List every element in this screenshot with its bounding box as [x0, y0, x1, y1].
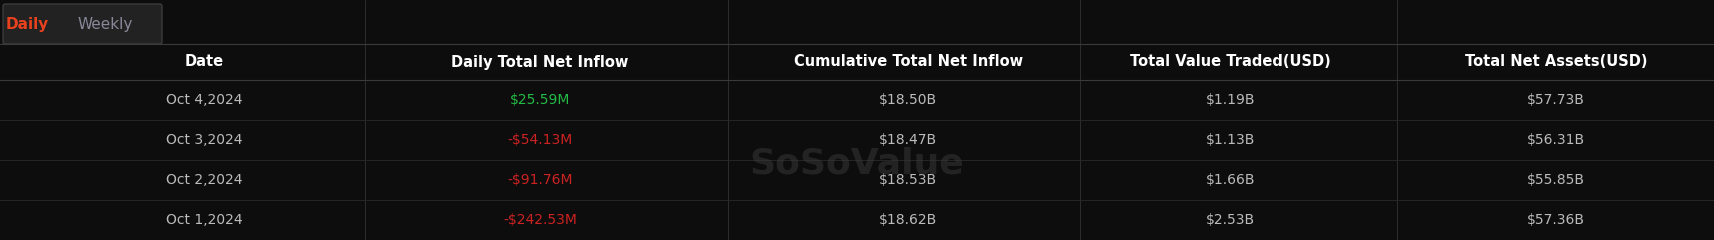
Text: $25.59M: $25.59M: [509, 93, 571, 107]
Text: $57.36B: $57.36B: [1527, 213, 1585, 227]
Text: $18.53B: $18.53B: [879, 173, 938, 187]
Text: $56.31B: $56.31B: [1527, 133, 1585, 147]
Text: Daily: Daily: [5, 17, 48, 31]
Text: -$54.13M: -$54.13M: [507, 133, 572, 147]
Text: -$91.76M: -$91.76M: [507, 173, 572, 187]
Text: $57.73B: $57.73B: [1527, 93, 1585, 107]
Text: $18.50B: $18.50B: [879, 93, 938, 107]
Text: Cumulative Total Net Inflow: Cumulative Total Net Inflow: [794, 54, 1023, 70]
Text: Oct 1,2024: Oct 1,2024: [166, 213, 242, 227]
Text: Oct 3,2024: Oct 3,2024: [166, 133, 242, 147]
Text: $1.19B: $1.19B: [1207, 93, 1255, 107]
Text: Total Net Assets(USD): Total Net Assets(USD): [1465, 54, 1647, 70]
Text: Weekly: Weekly: [77, 17, 132, 31]
Text: SoSoValue: SoSoValue: [749, 146, 965, 180]
Text: $55.85B: $55.85B: [1527, 173, 1585, 187]
Text: Oct 4,2024: Oct 4,2024: [166, 93, 242, 107]
FancyBboxPatch shape: [3, 4, 163, 44]
Text: Total Value Traded(USD): Total Value Traded(USD): [1130, 54, 1332, 70]
Text: $18.47B: $18.47B: [879, 133, 938, 147]
Text: $18.62B: $18.62B: [879, 213, 938, 227]
Text: -$242.53M: -$242.53M: [502, 213, 578, 227]
Text: $2.53B: $2.53B: [1207, 213, 1255, 227]
Text: $1.66B: $1.66B: [1207, 173, 1255, 187]
Text: Oct 2,2024: Oct 2,2024: [166, 173, 242, 187]
Text: $1.13B: $1.13B: [1207, 133, 1255, 147]
Text: Daily Total Net Inflow: Daily Total Net Inflow: [451, 54, 629, 70]
Text: Date: Date: [185, 54, 223, 70]
